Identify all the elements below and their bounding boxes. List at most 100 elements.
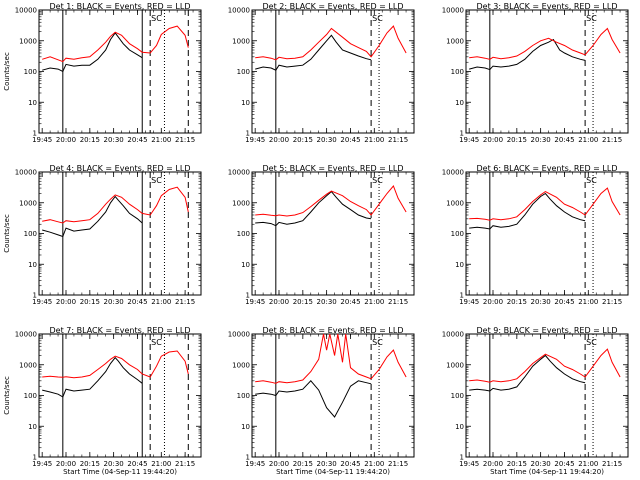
x-tick-label: 21:15 [175, 298, 195, 306]
y-tick-label: 10 [455, 99, 464, 107]
x-tick-label: 20:30 [531, 460, 551, 468]
x-tick-label: 19:45 [32, 136, 52, 144]
y-tick-label: 100 [237, 68, 250, 76]
x-tick-label: 20:15 [293, 460, 313, 468]
annotation-label: SC [586, 176, 597, 185]
y-tick-label: 10 [241, 99, 250, 107]
x-tick-label: 20:45 [127, 298, 147, 306]
y-tick-label: 1000 [19, 199, 37, 207]
panel-det-7: Det 7: BLACK = Events, RED = LLD 10000 100… [3, 326, 202, 476]
x-tick-label: 20:00 [483, 298, 503, 306]
y-tick-label: 100 [451, 230, 464, 238]
x-tick-label: 20:30 [531, 136, 551, 144]
series-line-events [42, 32, 143, 73]
series-line-events [42, 356, 143, 398]
panel-title: Det 9: BLACK = Events, RED = LLD [477, 326, 618, 335]
x-tick-label: 20:45 [554, 460, 574, 468]
panel-title: Det 1: BLACK = Events, RED = LLD [50, 2, 191, 11]
panel-det-2: Det 2: BLACK = Events, RED = LLD 10000 100… [228, 2, 415, 144]
x-tick-label: 20:15 [507, 298, 527, 306]
x-tick-label: 20:15 [293, 136, 313, 144]
panel-det-9: Det 9: BLACK = Events, RED = LLD 10000 100… [442, 326, 629, 476]
x-tick-label: 21:00 [364, 460, 384, 468]
panel-title: Det 4: BLACK = Events, RED = LLD [50, 164, 191, 173]
x-tick-label: 20:30 [104, 460, 124, 468]
panel-title: Det 7: BLACK = Events, RED = LLD [50, 326, 191, 335]
x-tick-label: 21:00 [364, 298, 384, 306]
y-tick-label: 10 [28, 423, 37, 431]
y-tick-label: 10000 [15, 169, 37, 177]
panel-det-5: Det 5: BLACK = Events, RED = LLD 10000 100… [228, 164, 415, 306]
x-tick-label: 20:30 [104, 298, 124, 306]
y-tick-label: 10000 [15, 7, 37, 15]
series-line-events [42, 195, 143, 238]
panel-title: Det 2: BLACK = Events, RED = LLD [263, 2, 404, 11]
panel-title: Det 5: BLACK = Events, RED = LLD [263, 164, 404, 173]
series-line-events [469, 192, 586, 230]
y-tick-label: 10000 [228, 331, 250, 339]
x-tick-label: 19:45 [459, 136, 479, 144]
x-tick-label: 20:30 [531, 298, 551, 306]
y-tick-label: 100 [237, 230, 250, 238]
series-line-lld [42, 350, 189, 379]
series-line-lld [255, 185, 407, 217]
x-tick-label: 20:45 [127, 136, 147, 144]
panel-title: Det 8: BLACK = Events, RED = LLD [263, 326, 404, 335]
y-tick-label: 1000 [446, 37, 464, 45]
y-tick-label: 10000 [228, 7, 250, 15]
y-tick-label: 100 [24, 392, 37, 400]
x-tick-label: 20:15 [80, 460, 100, 468]
y-tick-label: 1 [246, 292, 250, 300]
series-line-events [255, 34, 372, 71]
annotation-label: SC [151, 338, 162, 347]
x-tick-label: 20:45 [554, 136, 574, 144]
panel-title: Det 3: BLACK = Events, RED = LLD [477, 2, 618, 11]
y-axis-label: Counts/sec [3, 376, 11, 415]
y-tick-label: 1000 [19, 37, 37, 45]
x-tick-label: 20:15 [507, 136, 527, 144]
y-tick-label: 10 [241, 423, 250, 431]
x-tick-label: 19:45 [245, 136, 265, 144]
x-tick-label: 20:15 [80, 298, 100, 306]
series-line-events [469, 38, 586, 71]
annotation-label: SC [372, 338, 383, 347]
series-line-lld [469, 187, 621, 221]
annotation-label: SC [151, 176, 162, 185]
x-tick-label: 20:30 [104, 136, 124, 144]
x-tick-label: 21:15 [602, 298, 622, 306]
x-tick-label: 19:45 [32, 460, 52, 468]
y-tick-label: 10 [241, 261, 250, 269]
x-tick-label: 20:45 [340, 460, 360, 468]
x-tick-label: 19:45 [459, 298, 479, 306]
x-tick-label: 20:00 [269, 136, 289, 144]
x-tick-label: 20:45 [340, 298, 360, 306]
y-tick-label: 1000 [446, 199, 464, 207]
x-tick-label: 19:45 [245, 460, 265, 468]
x-tick-label: 20:45 [127, 460, 147, 468]
x-tick-label: 21:00 [578, 136, 598, 144]
x-tick-label: 20:15 [293, 298, 313, 306]
x-tick-label: 21:00 [151, 460, 171, 468]
y-tick-label: 1000 [19, 361, 37, 369]
x-tick-label: 20:45 [340, 136, 360, 144]
x-tick-label: 21:00 [151, 298, 171, 306]
x-tick-label: 20:15 [507, 460, 527, 468]
y-tick-label: 100 [237, 392, 250, 400]
y-tick-label: 10000 [442, 169, 464, 177]
y-tick-label: 1 [460, 292, 464, 300]
x-tick-label: 21:15 [602, 136, 622, 144]
panel-title: Det 6: BLACK = Events, RED = LLD [477, 164, 618, 173]
y-axis-label: Counts/sec [3, 214, 11, 253]
y-tick-label: 10 [455, 261, 464, 269]
y-tick-label: 100 [24, 230, 37, 238]
y-tick-label: 1 [33, 292, 37, 300]
y-tick-label: 10 [28, 261, 37, 269]
x-tick-label: 21:00 [364, 136, 384, 144]
x-tick-label: 19:45 [459, 460, 479, 468]
series-line-events [255, 190, 372, 227]
x-tick-label: 21:15 [388, 298, 408, 306]
panel-det-3: Det 3: BLACK = Events, RED = LLD 10000 100… [442, 2, 629, 144]
x-tick-label: 20:00 [483, 460, 503, 468]
